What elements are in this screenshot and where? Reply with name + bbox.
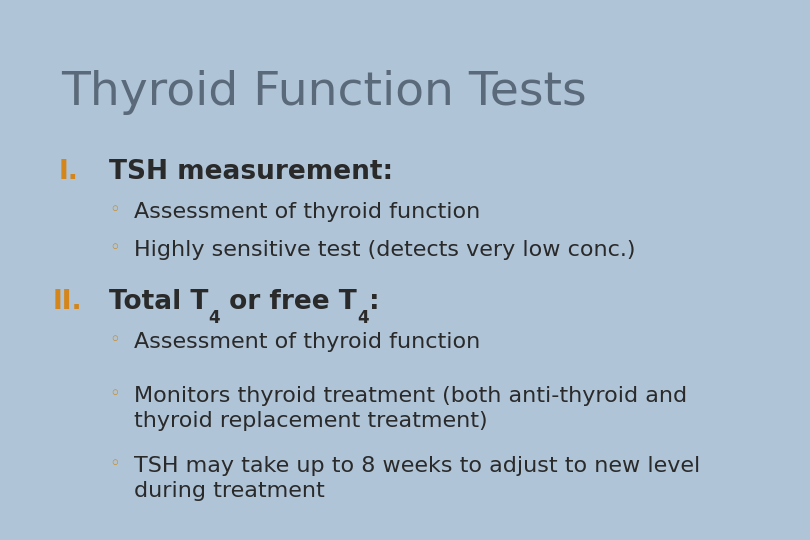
Text: TSH may take up to 8 weeks to adjust to new level
during treatment: TSH may take up to 8 weeks to adjust to … [134,456,700,501]
Text: ◦: ◦ [109,385,120,403]
Text: or free T: or free T [220,289,357,315]
Text: 4: 4 [357,309,369,327]
Text: Thyroid Function Tests: Thyroid Function Tests [61,70,586,115]
Text: ◦: ◦ [109,455,120,473]
Text: :: : [369,289,379,315]
Text: ◦: ◦ [109,201,120,219]
Text: I.: I. [58,159,79,185]
Text: Assessment of thyroid function: Assessment of thyroid function [134,202,480,222]
Text: Monitors thyroid treatment (both anti-thyroid and
thyroid replacement treatment): Monitors thyroid treatment (both anti-th… [134,386,687,431]
Text: TSH measurement:: TSH measurement: [109,159,394,185]
Text: ◦: ◦ [109,239,120,257]
Text: ◦: ◦ [109,331,120,349]
Text: II.: II. [53,289,83,315]
Text: Assessment of thyroid function: Assessment of thyroid function [134,332,480,352]
Text: Highly sensitive test (detects very low conc.): Highly sensitive test (detects very low … [134,240,635,260]
Text: 4: 4 [209,309,220,327]
Text: Total T: Total T [109,289,209,315]
